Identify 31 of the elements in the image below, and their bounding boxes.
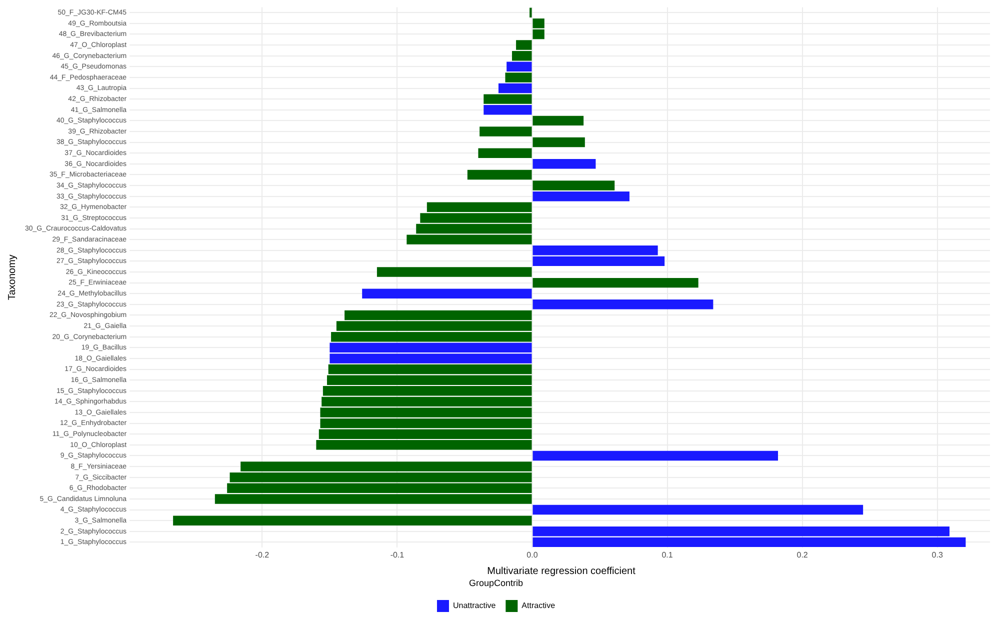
bar: [532, 180, 615, 190]
bar: [532, 191, 630, 202]
x-tick-label: 0.1: [662, 550, 674, 560]
x-tick-label: -0.2: [255, 550, 270, 560]
bar: [480, 126, 532, 136]
x-tick-label: -0.1: [390, 550, 405, 560]
bar: [498, 83, 532, 94]
x-tick-label: 0.0: [526, 550, 538, 560]
bar: [532, 278, 698, 288]
x-tick-label: 0.3: [932, 550, 944, 560]
bar: [173, 516, 532, 526]
legend-title: GroupContrib: [468, 578, 524, 588]
bar: [505, 72, 532, 82]
x-tick-label: 0.2: [796, 550, 808, 560]
bar: [532, 450, 778, 461]
bar: [532, 159, 596, 169]
x-axis-title: Multivariate regression coefficient: [487, 566, 636, 577]
bar: [484, 94, 532, 104]
bar: [532, 300, 714, 310]
bar: [478, 148, 532, 158]
legend-label: Attractive: [522, 601, 556, 610]
legend-label: Unattractive: [452, 601, 496, 610]
bar: [362, 288, 532, 298]
bar: [484, 105, 532, 115]
bar: [532, 504, 864, 515]
bar: [532, 116, 584, 126]
bar: [506, 62, 532, 72]
bar: [532, 137, 585, 148]
bar: [376, 267, 532, 277]
bar: [467, 170, 532, 180]
y-axis-title: Taxonomy: [6, 254, 18, 300]
